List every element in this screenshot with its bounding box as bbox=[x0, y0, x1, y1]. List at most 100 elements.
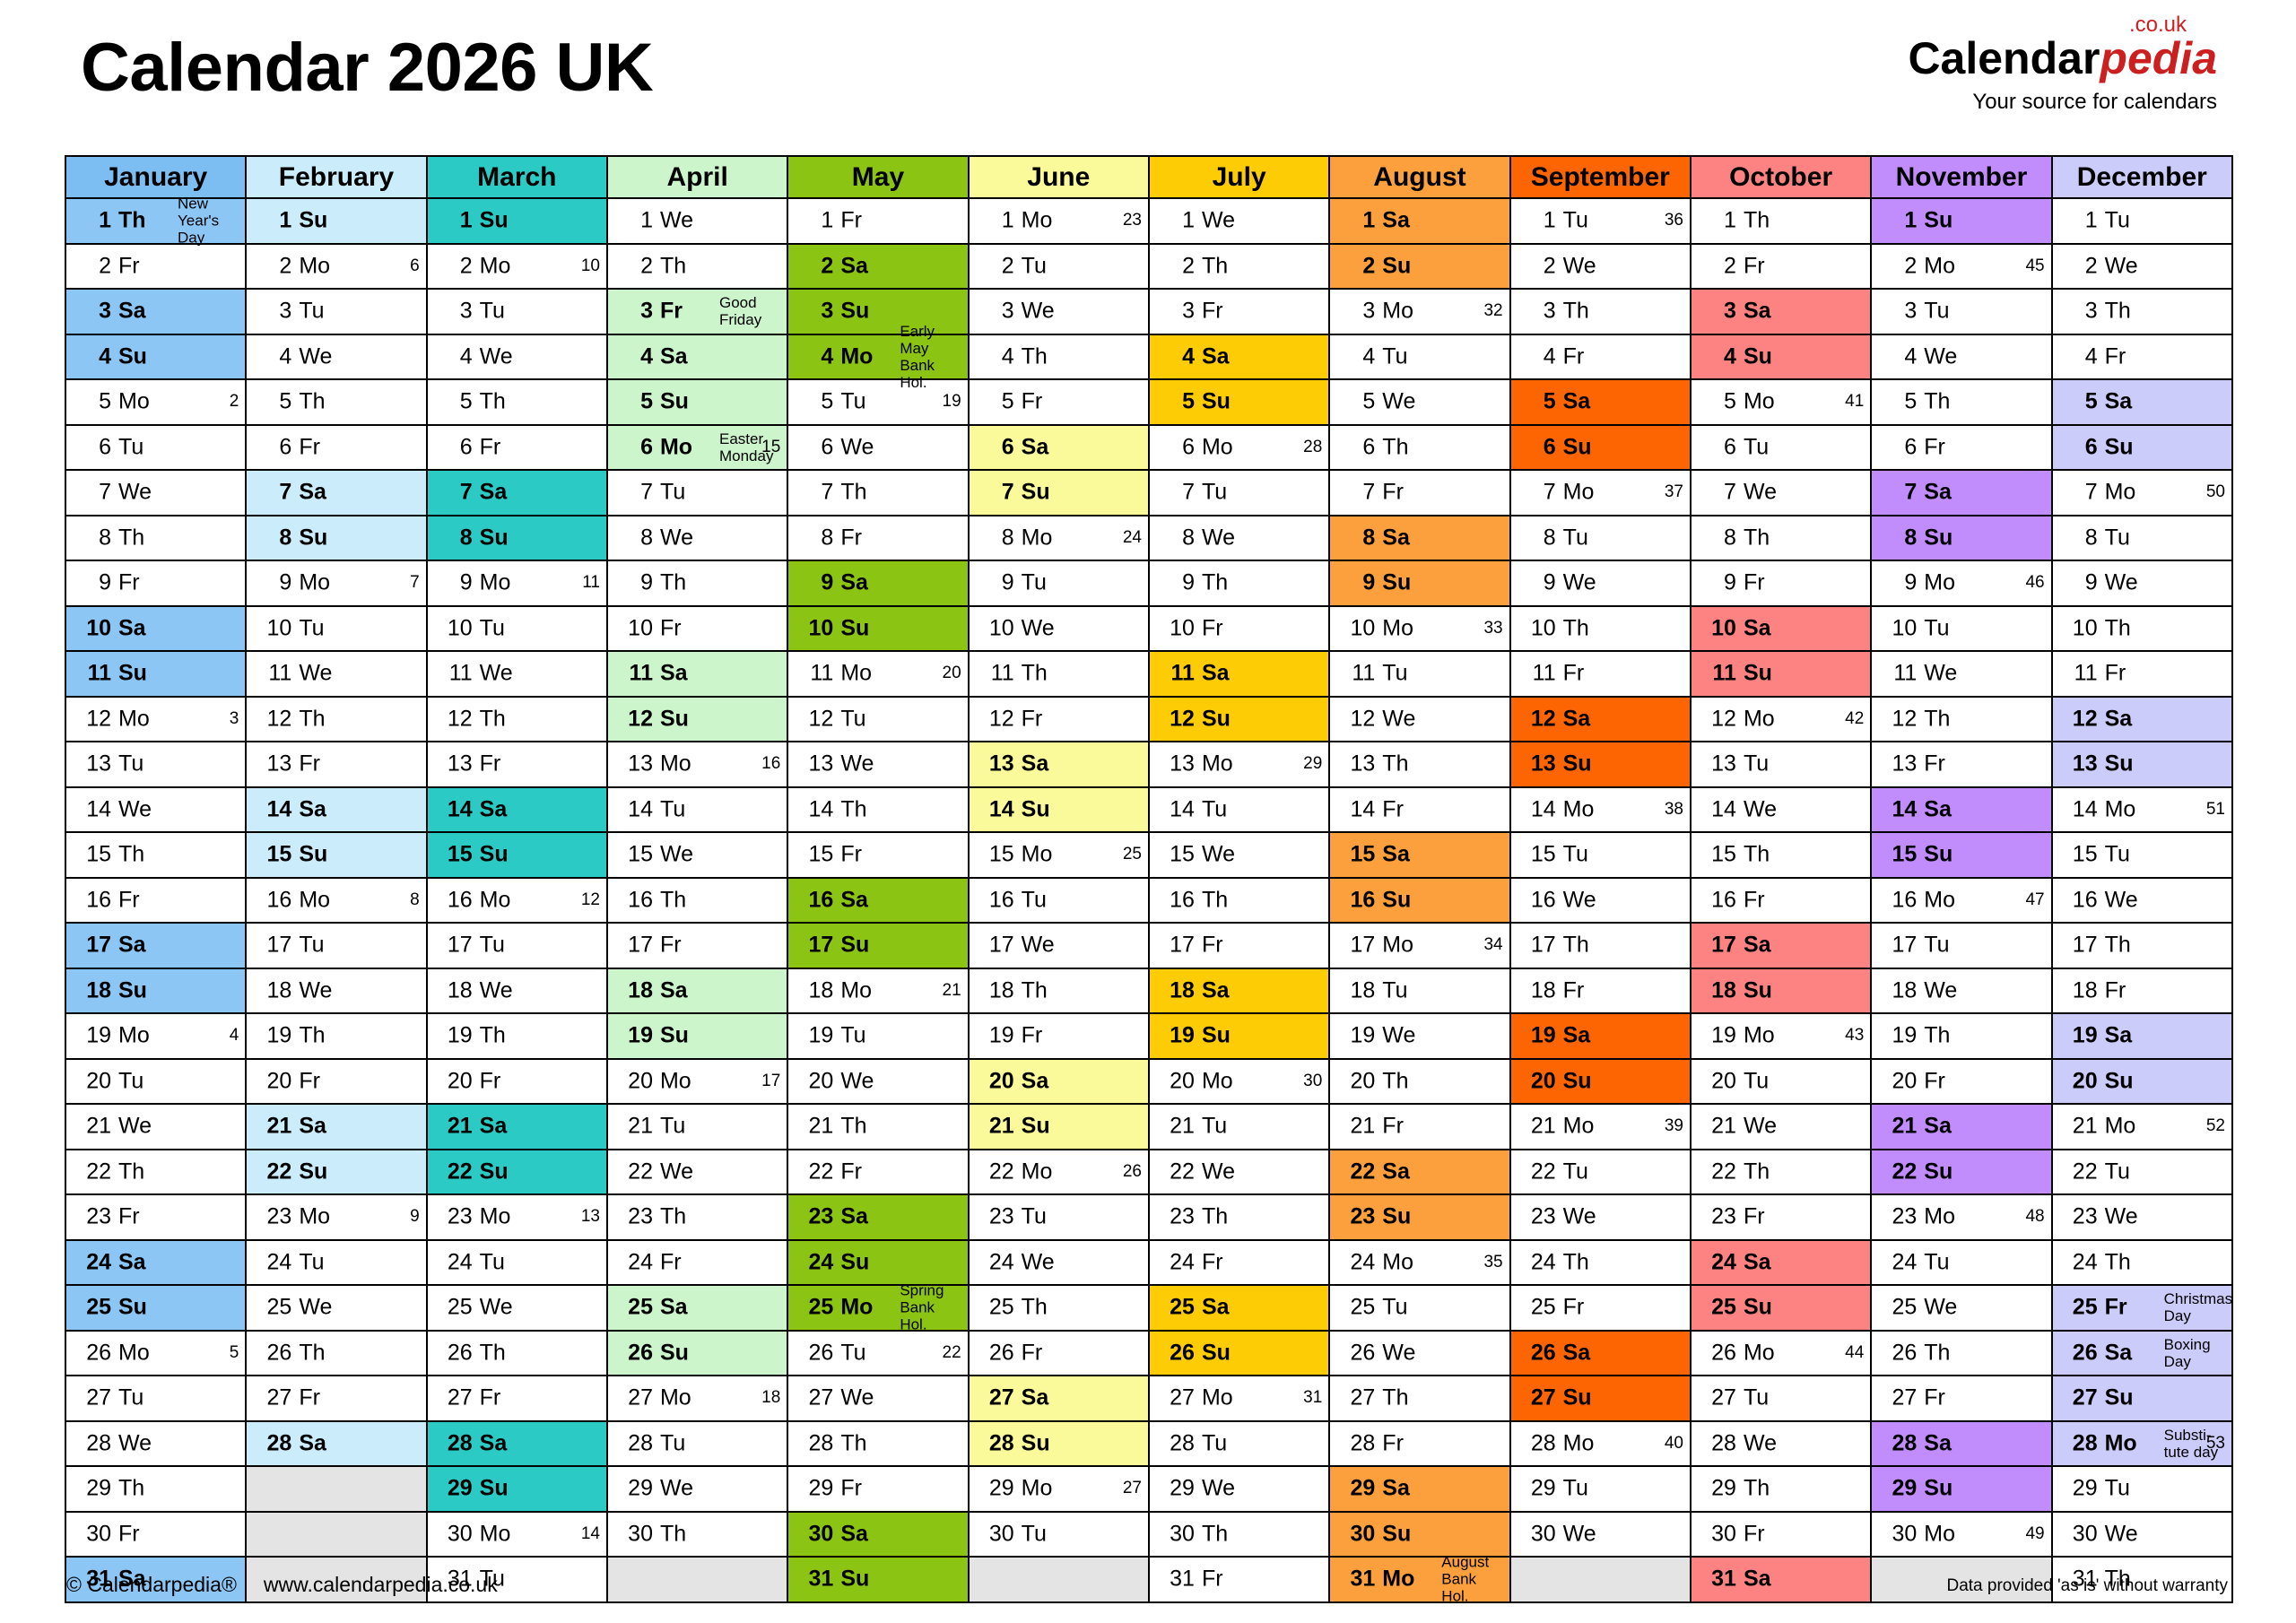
day-cell[interactable]: 13 Sa bbox=[967, 741, 1150, 788]
day-cell[interactable]: 22 Mo 26 bbox=[967, 1148, 1150, 1195]
day-cell[interactable]: 25 We bbox=[245, 1284, 428, 1332]
day-cell[interactable]: 18 Su bbox=[64, 967, 248, 1014]
day-cell[interactable]: 24 Tu bbox=[425, 1238, 608, 1286]
day-cell[interactable]: 15 Tu bbox=[1509, 831, 1692, 879]
day-cell[interactable]: 6 Su bbox=[1509, 423, 1692, 471]
day-cell[interactable]: 4 Su bbox=[1689, 333, 1873, 380]
day-cell[interactable]: 9 Mo 7 bbox=[245, 560, 428, 607]
day-cell[interactable]: 4 Tu bbox=[1328, 333, 1511, 380]
day-cell[interactable]: 4 Th bbox=[967, 333, 1150, 380]
day-cell[interactable]: 27 Mo 31 bbox=[1147, 1375, 1331, 1422]
day-cell[interactable]: 30 We bbox=[1509, 1510, 1692, 1558]
day-cell[interactable]: 1 Mo 23 bbox=[967, 197, 1150, 245]
day-cell[interactable]: 9 Th bbox=[1147, 560, 1331, 607]
day-cell[interactable]: 2 Sa bbox=[787, 242, 970, 290]
day-cell[interactable]: 30 Th bbox=[1147, 1510, 1331, 1558]
day-cell[interactable]: 8 We bbox=[605, 514, 789, 561]
day-cell[interactable]: 20 Sa bbox=[967, 1057, 1150, 1105]
day-cell[interactable]: 2 Fr bbox=[1689, 242, 1873, 290]
day-cell[interactable]: 21 Sa bbox=[425, 1103, 608, 1150]
day-cell[interactable]: 11 We bbox=[1870, 650, 2053, 698]
day-cell[interactable]: 3 Fr bbox=[1147, 288, 1331, 335]
day-cell[interactable]: 23 Th bbox=[1147, 1193, 1331, 1241]
day-cell[interactable]: 11 Su bbox=[1689, 650, 1873, 698]
day-cell[interactable]: 22 We bbox=[1147, 1148, 1331, 1195]
day-cell[interactable]: 30 Mo 14 bbox=[425, 1510, 608, 1558]
day-cell[interactable]: 5 Tu 19 bbox=[787, 378, 970, 426]
day-cell[interactable]: 21 Sa bbox=[245, 1103, 428, 1150]
day-cell[interactable]: 9 Sa bbox=[787, 560, 970, 607]
day-cell[interactable]: 1 Fr bbox=[787, 197, 970, 245]
day-cell[interactable]: 6 Sa bbox=[967, 423, 1150, 471]
day-cell[interactable]: 10 Sa bbox=[1689, 604, 1873, 652]
day-cell[interactable]: 2 Su bbox=[1328, 242, 1511, 290]
day-cell[interactable]: 16 Mo 12 bbox=[425, 876, 608, 924]
day-cell[interactable]: 16 Sa bbox=[787, 876, 970, 924]
day-cell[interactable]: 27 Su bbox=[2050, 1375, 2234, 1422]
day-cell[interactable]: 6 Fr bbox=[1870, 423, 2053, 471]
day-cell[interactable]: 29 Tu bbox=[2050, 1465, 2234, 1513]
day-cell[interactable]: 24 Sa bbox=[1689, 1238, 1873, 1286]
day-cell[interactable]: 3 Sa bbox=[1689, 288, 1873, 335]
day-cell[interactable]: 26 Th bbox=[425, 1329, 608, 1376]
day-cell[interactable]: 4 Su bbox=[64, 333, 248, 380]
day-cell[interactable]: 31 Mo August Bank Hol. bbox=[1328, 1554, 1511, 1605]
calendarpedia-logo[interactable]: Calendarpedia .co.uk Your source for cale… bbox=[1908, 14, 2217, 113]
day-cell[interactable]: 7 We bbox=[1689, 469, 1873, 516]
day-cell[interactable]: 19 Sa bbox=[1509, 1012, 1692, 1060]
day-cell[interactable]: 9 Su bbox=[1328, 560, 1511, 607]
day-cell[interactable]: 15 We bbox=[1147, 831, 1331, 879]
day-cell[interactable]: 2 We bbox=[1509, 242, 1692, 290]
day-cell[interactable]: 23 Sa bbox=[787, 1193, 970, 1241]
day-cell[interactable]: 8 Su bbox=[425, 514, 608, 561]
day-cell[interactable]: 29 Sa bbox=[1328, 1465, 1511, 1513]
day-cell[interactable]: 11 Su bbox=[64, 650, 248, 698]
day-cell[interactable]: 5 We bbox=[1328, 378, 1511, 426]
day-cell[interactable]: 16 Th bbox=[1147, 876, 1331, 924]
day-cell[interactable]: 29 Th bbox=[64, 1465, 248, 1513]
day-cell[interactable]: 22 We bbox=[605, 1148, 789, 1195]
day-cell[interactable]: 8 We bbox=[1147, 514, 1331, 561]
day-cell[interactable]: 6 Tu bbox=[64, 423, 248, 471]
day-cell[interactable]: 27 Mo 18 bbox=[605, 1375, 789, 1422]
day-cell[interactable]: 2 Mo 6 bbox=[245, 242, 428, 290]
day-cell[interactable]: 27 Tu bbox=[64, 1375, 248, 1422]
day-cell[interactable]: 8 Su bbox=[1870, 514, 2053, 561]
day-cell[interactable]: 12 Mo 42 bbox=[1689, 695, 1873, 742]
day-cell[interactable]: 11 Sa bbox=[1147, 650, 1331, 698]
day-cell[interactable]: 10 Mo 33 bbox=[1328, 604, 1511, 652]
day-cell[interactable]: 16 Fr bbox=[1689, 876, 1873, 924]
day-cell[interactable]: 19 Mo 4 bbox=[64, 1012, 248, 1060]
day-cell[interactable]: 17 Th bbox=[2050, 922, 2234, 969]
day-cell[interactable]: 2 Mo 45 bbox=[1870, 242, 2053, 290]
day-cell[interactable]: 4 Sa bbox=[1147, 333, 1331, 380]
day-cell[interactable]: 27 Tu bbox=[1689, 1375, 1873, 1422]
day-cell[interactable]: 15 Mo 25 bbox=[967, 831, 1150, 879]
day-cell[interactable]: 23 Su bbox=[1328, 1193, 1511, 1241]
day-cell[interactable]: 10 Tu bbox=[425, 604, 608, 652]
day-cell[interactable]: 19 Th bbox=[245, 1012, 428, 1060]
day-cell[interactable]: 20 Tu bbox=[64, 1057, 248, 1105]
day-cell[interactable]: 4 Mo Early May Bank Hol. bbox=[787, 323, 970, 391]
day-cell[interactable]: 28 Mo Substi-tute day 53 bbox=[2050, 1419, 2234, 1467]
day-cell[interactable]: 17 Tu bbox=[245, 922, 428, 969]
day-cell[interactable]: 30 We bbox=[2050, 1510, 2234, 1558]
day-cell[interactable]: 9 Tu bbox=[967, 560, 1150, 607]
day-cell[interactable]: 7 Mo 37 bbox=[1509, 469, 1692, 516]
day-cell[interactable]: 9 Fr bbox=[64, 560, 248, 607]
day-cell[interactable]: 12 Sa bbox=[2050, 695, 2234, 742]
day-cell[interactable]: 20 Su bbox=[1509, 1057, 1692, 1105]
day-cell[interactable]: 21 We bbox=[1689, 1103, 1873, 1150]
day-cell[interactable]: 25 Sa bbox=[1147, 1284, 1331, 1332]
day-cell[interactable]: 8 Th bbox=[64, 514, 248, 561]
day-cell[interactable]: 28 Sa bbox=[245, 1419, 428, 1467]
day-cell[interactable]: 30 Tu bbox=[967, 1510, 1150, 1558]
day-cell[interactable]: 24 Su bbox=[787, 1238, 970, 1286]
day-cell[interactable]: 30 Su bbox=[1328, 1510, 1511, 1558]
day-cell[interactable]: 17 Tu bbox=[425, 922, 608, 969]
day-cell[interactable]: 22 Su bbox=[1870, 1148, 2053, 1195]
day-cell[interactable]: 7 Sa bbox=[245, 469, 428, 516]
day-cell[interactable]: 10 Tu bbox=[245, 604, 428, 652]
day-cell[interactable]: 11 We bbox=[425, 650, 608, 698]
day-cell[interactable]: 22 Th bbox=[64, 1148, 248, 1195]
